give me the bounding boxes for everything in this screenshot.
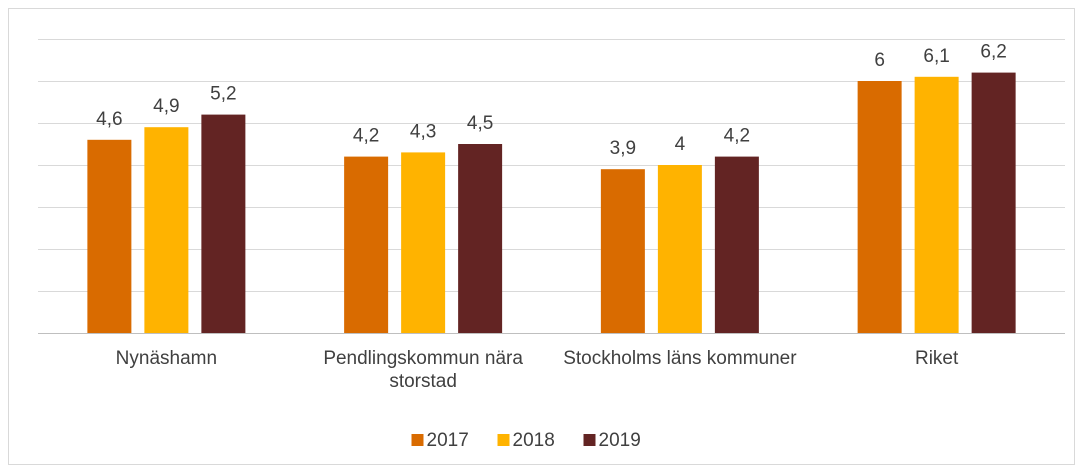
legend-label: 2018: [513, 430, 555, 451]
data-label: 4,9: [153, 96, 179, 117]
bar: [971, 72, 1016, 333]
bar: [600, 169, 645, 333]
bar: [914, 76, 959, 334]
legend-label: 2019: [599, 430, 641, 451]
data-label: 4,2: [353, 126, 379, 147]
x-tick-label-box: Pendlingskommun nära storstad: [323, 348, 523, 392]
data-label: 6,2: [980, 42, 1006, 63]
data-label: 4,6: [96, 109, 122, 130]
x-tick-label-box: Nynäshamn: [115, 348, 218, 369]
x-tick-label: Riket: [914, 348, 959, 369]
data-label: 6,1: [923, 46, 949, 67]
data-label: 4,3: [410, 121, 436, 142]
bar: [344, 156, 389, 333]
data-label: 4,5: [467, 113, 493, 134]
x-tick-label: Nynäshamn: [115, 348, 218, 369]
legend-label: 2017: [427, 430, 469, 451]
bar: [144, 127, 189, 333]
bar: [87, 139, 132, 333]
x-tick-label: Stockholms läns kommuner: [563, 348, 797, 369]
data-label: 3,9: [610, 138, 636, 159]
x-tick-label-box: Riket: [914, 348, 959, 369]
data-label: 5,2: [210, 84, 236, 105]
data-label: 6: [874, 50, 885, 71]
x-tick-label: Pendlingskommun nära storstad: [323, 348, 523, 392]
bar: [401, 152, 446, 333]
bar: [857, 81, 902, 333]
data-label: 4,2: [724, 126, 750, 147]
legend-swatch: [411, 434, 424, 446]
bar: [458, 144, 503, 333]
legend-swatch: [497, 434, 510, 446]
x-tick-label-box: Stockholms läns kommuner: [563, 348, 797, 369]
bar: [657, 165, 702, 333]
data-label: 4: [675, 134, 686, 155]
bar: [201, 114, 246, 333]
bar: [714, 156, 759, 333]
legend-swatch: [583, 434, 596, 446]
